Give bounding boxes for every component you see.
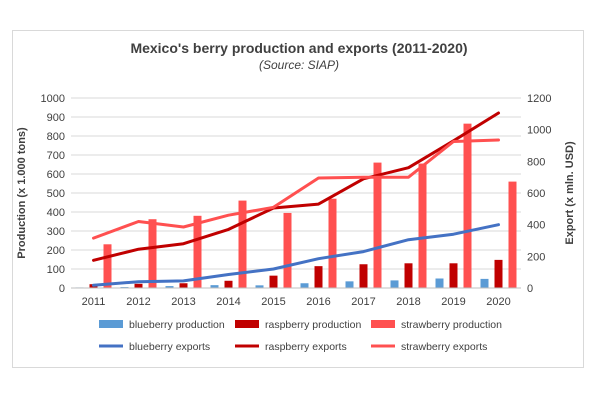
bar-raspberry-production [269, 275, 278, 288]
bar-blueberry-production [390, 280, 399, 288]
bar-blueberry-production [345, 281, 354, 288]
x-tick-label: 2018 [396, 296, 420, 308]
y2-tick-label: 200 [527, 251, 545, 263]
y-tick-label: 900 [47, 112, 65, 124]
y2-tick-label: 0 [527, 283, 533, 295]
bar-strawberry-production [373, 162, 382, 288]
y2-tick-label: 1000 [527, 125, 551, 137]
bar-strawberry-production [418, 163, 427, 288]
y-tick-label: 100 [47, 264, 65, 276]
y-tick-label: 500 [47, 188, 65, 200]
bar-blueberry-production [255, 285, 264, 288]
plot-area: 0 100 200 300 400 500 600 700 800 900 1000 0 200 400 6… [41, 93, 552, 308]
y-tick-label: 400 [47, 207, 65, 219]
bar-raspberry-production [224, 280, 233, 288]
y2-tick-label: 600 [527, 188, 545, 200]
y2-tick-label: 1200 [527, 93, 551, 105]
legend-label: strawberry exports [401, 341, 487, 353]
bar-raspberry-production [449, 263, 458, 288]
legend-entry: strawberry exports [371, 341, 487, 353]
chart-frame: Mexico's berry production and exports (2… [12, 30, 584, 368]
line-strawberry-exports [92, 138, 500, 240]
bar-raspberry-production [404, 263, 413, 288]
y-tick-label: 200 [47, 245, 65, 257]
y-tick-label: 600 [47, 169, 65, 181]
y-tick-label: 800 [47, 131, 65, 143]
legend-label: blueberry production [129, 319, 225, 331]
x-tick-label: 2012 [126, 296, 150, 308]
legend-label: blueberry exports [129, 341, 210, 353]
legend-label: raspberry production [265, 319, 361, 331]
x-tick-label: 2013 [171, 296, 195, 308]
legend-entry: strawberry production [371, 319, 502, 331]
bar-strawberry-production [508, 181, 517, 288]
legend-label: strawberry production [401, 319, 502, 331]
bar-strawberry-production [283, 212, 292, 288]
line-blueberry-exports [92, 223, 500, 287]
bar-strawberry-production [463, 123, 472, 289]
y-tick-label: 300 [47, 226, 65, 238]
bar-raspberry-production [494, 259, 503, 288]
legend-swatch [235, 320, 259, 328]
x-tick-label: 2014 [216, 296, 240, 308]
x-tick-label: 2020 [486, 296, 510, 308]
bar-raspberry-production [314, 266, 323, 288]
bar-blueberry-production [300, 283, 309, 288]
y2-tick-label: 400 [527, 220, 545, 232]
legend-swatch [99, 320, 123, 328]
x-tick-label: 2015 [261, 296, 285, 308]
legend-entry: blueberry production [99, 319, 225, 331]
y-axis-title: Production (x 1.000 tons) [16, 127, 28, 259]
bar-raspberry-production [359, 264, 368, 288]
bar-blueberry-production [480, 278, 489, 288]
bar-blueberry-production [210, 285, 219, 288]
bar-raspberry-production [179, 283, 188, 288]
chart-subtitle: (Source: SIAP) [259, 58, 339, 72]
bar-strawberry-production [328, 198, 337, 288]
y2-tick-label: 800 [527, 156, 545, 168]
bar-strawberry-production [148, 219, 157, 288]
x-tick-label: 2019 [441, 296, 465, 308]
bar-blueberry-production [165, 286, 174, 288]
bar-blueberry-production [435, 278, 444, 288]
y-tick-label: 0 [59, 283, 65, 295]
x-tick-label: 2011 [82, 296, 106, 308]
line-raspberry-exports [92, 111, 500, 262]
chart-svg: Mexico's berry production and exports (2… [16, 40, 576, 353]
legend: blueberry production raspberry production… [99, 319, 502, 353]
legend-entry: raspberry exports [235, 341, 347, 353]
bar-strawberry-production [103, 244, 112, 288]
x-tick-label: 2017 [351, 296, 375, 308]
legend-entry: raspberry production [235, 319, 361, 331]
bar-raspberry-production [134, 283, 143, 288]
bar-strawberry-production [193, 215, 202, 288]
legend-entry: blueberry exports [99, 341, 210, 353]
legend-swatch [371, 320, 395, 328]
y2-axis-title: Export (x mln. USD) [564, 141, 576, 245]
y-tick-label: 700 [47, 150, 65, 162]
y-tick-label: 1000 [41, 93, 65, 105]
legend-label: raspberry exports [265, 341, 347, 353]
bar-strawberry-production [238, 200, 247, 288]
x-tick-label: 2016 [306, 296, 330, 308]
chart-title: Mexico's berry production and exports (2… [130, 40, 467, 56]
